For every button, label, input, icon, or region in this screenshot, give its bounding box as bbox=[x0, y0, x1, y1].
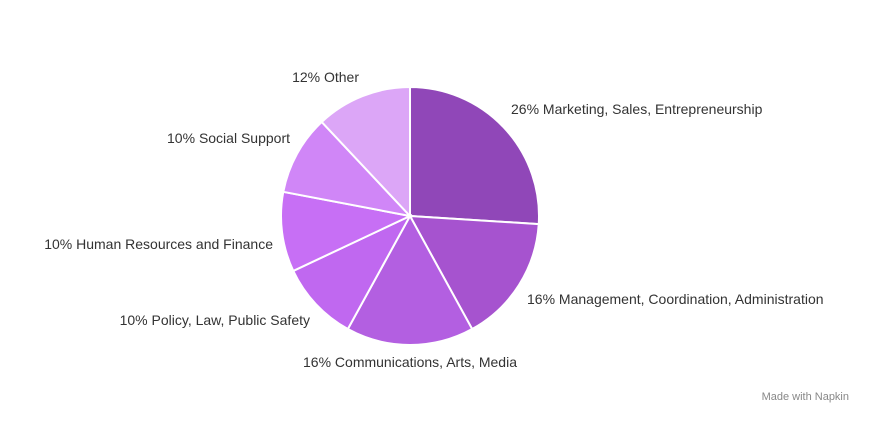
pie-slice bbox=[320, 85, 411, 219]
pie-slice bbox=[282, 120, 413, 218]
category-label: Communications, Arts, Media bbox=[335, 354, 517, 370]
value-label: 16% bbox=[527, 291, 555, 307]
slice-label: 12% Other bbox=[292, 69, 359, 85]
value-label: 10% bbox=[167, 130, 195, 146]
slice-label: 16% Communications, Arts, Media bbox=[303, 354, 517, 370]
watermark: Made with Napkin bbox=[762, 391, 849, 403]
value-label: 10% bbox=[120, 312, 148, 328]
category-label: Other bbox=[324, 69, 359, 85]
pie-slice bbox=[408, 214, 540, 331]
pie-slice bbox=[291, 213, 413, 331]
slice-label: 26% Marketing, Sales, Entrepreneurship bbox=[511, 101, 763, 117]
category-label: Marketing, Sales, Entrepreneurship bbox=[543, 101, 763, 117]
pie-slice bbox=[409, 85, 540, 226]
category-label: Human Resources and Finance bbox=[76, 236, 273, 252]
pie-slice bbox=[346, 213, 474, 346]
pie-slice bbox=[280, 190, 414, 273]
value-label: 10% bbox=[44, 236, 72, 252]
slice-label: 10% Policy, Law, Public Safety bbox=[120, 312, 310, 328]
category-label: Management, Coordination, Administration bbox=[559, 291, 824, 307]
slice-label: 10% Human Resources and Finance bbox=[44, 236, 273, 252]
slice-label: 16% Management, Coordination, Administra… bbox=[527, 291, 824, 307]
category-label: Social Support bbox=[199, 130, 290, 146]
slice-label: 10% Social Support bbox=[167, 130, 290, 146]
value-label: 12% bbox=[292, 69, 320, 85]
value-label: 26% bbox=[511, 101, 539, 117]
value-label: 16% bbox=[303, 354, 331, 370]
category-label: Policy, Law, Public Safety bbox=[152, 312, 310, 328]
